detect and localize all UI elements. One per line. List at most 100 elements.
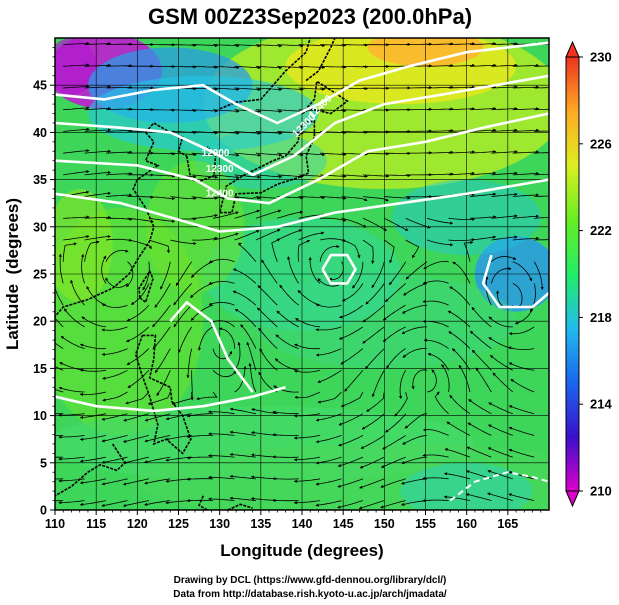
y-tick-label: 40 bbox=[33, 126, 47, 140]
streamline bbox=[491, 150, 518, 154]
streamline bbox=[101, 255, 107, 284]
streamline bbox=[319, 244, 340, 262]
streamline bbox=[487, 470, 513, 480]
streamline bbox=[190, 283, 214, 298]
streamline bbox=[63, 235, 90, 241]
streamline bbox=[382, 326, 406, 342]
streamline bbox=[255, 229, 281, 241]
streamline bbox=[427, 352, 449, 371]
streamline bbox=[315, 456, 342, 465]
streamline bbox=[255, 152, 283, 157]
streamline bbox=[58, 478, 85, 483]
streamline bbox=[248, 362, 257, 393]
streamline bbox=[277, 131, 304, 135]
streamline bbox=[297, 289, 321, 306]
streamline bbox=[404, 413, 428, 429]
y-tick-label: 25 bbox=[33, 268, 47, 282]
streamline bbox=[401, 304, 428, 314]
streamline bbox=[84, 63, 112, 67]
height-contour bbox=[449, 471, 549, 502]
streamline bbox=[277, 87, 304, 91]
colorbar-tick-label: 218 bbox=[590, 310, 612, 325]
streamline bbox=[469, 42, 497, 46]
streamline bbox=[315, 413, 342, 422]
streamline bbox=[365, 283, 385, 305]
streamline bbox=[63, 41, 90, 46]
streamline bbox=[84, 170, 112, 176]
streamline bbox=[427, 63, 454, 68]
streamline bbox=[213, 131, 240, 135]
x-tick-label: 120 bbox=[127, 517, 148, 531]
streamline bbox=[126, 326, 150, 343]
streamline bbox=[468, 399, 492, 415]
streamline bbox=[84, 128, 112, 132]
streamline bbox=[101, 435, 128, 443]
streamline bbox=[512, 107, 540, 111]
streamline bbox=[86, 285, 107, 306]
streamline bbox=[191, 196, 218, 200]
streamline bbox=[63, 170, 90, 176]
streamline bbox=[295, 318, 321, 328]
colorbar-body bbox=[565, 56, 580, 492]
streamline bbox=[152, 326, 171, 350]
streamline bbox=[191, 152, 219, 157]
streamline bbox=[213, 87, 240, 91]
streamline bbox=[173, 304, 192, 328]
streamline bbox=[315, 478, 342, 486]
streamline bbox=[171, 392, 193, 405]
streamline bbox=[469, 215, 497, 219]
streamline bbox=[352, 261, 364, 289]
streamline bbox=[173, 283, 192, 306]
streamline bbox=[422, 280, 449, 285]
streamline bbox=[320, 87, 347, 91]
streamline bbox=[320, 65, 347, 69]
streamline bbox=[208, 280, 235, 285]
streamline bbox=[448, 42, 476, 46]
streamline bbox=[234, 152, 261, 157]
streamline bbox=[123, 413, 150, 422]
streamline bbox=[170, 152, 197, 157]
streamline bbox=[191, 87, 219, 91]
streamline bbox=[170, 43, 197, 47]
streamline bbox=[491, 107, 518, 111]
streamline bbox=[469, 150, 497, 154]
streamline bbox=[232, 290, 257, 306]
streamline bbox=[148, 239, 171, 254]
streamline bbox=[384, 283, 406, 303]
streamline bbox=[234, 308, 257, 328]
streamline bbox=[469, 192, 497, 197]
streamline bbox=[298, 196, 326, 200]
streamline bbox=[293, 500, 321, 505]
streamline bbox=[341, 108, 368, 113]
streamline bbox=[84, 240, 100, 262]
streamline bbox=[191, 174, 219, 179]
streamline bbox=[55, 286, 64, 306]
streamline bbox=[315, 500, 342, 507]
streamline bbox=[101, 456, 128, 464]
streamline bbox=[315, 435, 342, 444]
streamline bbox=[234, 209, 261, 219]
streamline bbox=[84, 191, 111, 197]
streamline bbox=[508, 362, 535, 371]
streamline bbox=[63, 63, 90, 67]
streamline bbox=[213, 109, 240, 113]
coastline bbox=[305, 38, 336, 82]
x-axis-label: Longitude (degrees) bbox=[220, 541, 383, 560]
streamline bbox=[63, 106, 90, 111]
streamline bbox=[197, 326, 214, 351]
streamline bbox=[422, 299, 449, 306]
streamline bbox=[287, 256, 300, 284]
streamline bbox=[84, 85, 112, 89]
credit-data: Data from http://database.rish.kyoto-u.a… bbox=[173, 589, 447, 600]
streamline bbox=[362, 152, 390, 156]
streamline bbox=[508, 448, 535, 458]
y-tick-label: 10 bbox=[33, 409, 47, 423]
streamline bbox=[315, 348, 342, 357]
x-tick-label: 135 bbox=[250, 517, 271, 531]
streamline bbox=[471, 349, 492, 371]
streamline bbox=[426, 239, 454, 247]
streamline bbox=[84, 149, 112, 154]
streamline bbox=[84, 215, 112, 220]
